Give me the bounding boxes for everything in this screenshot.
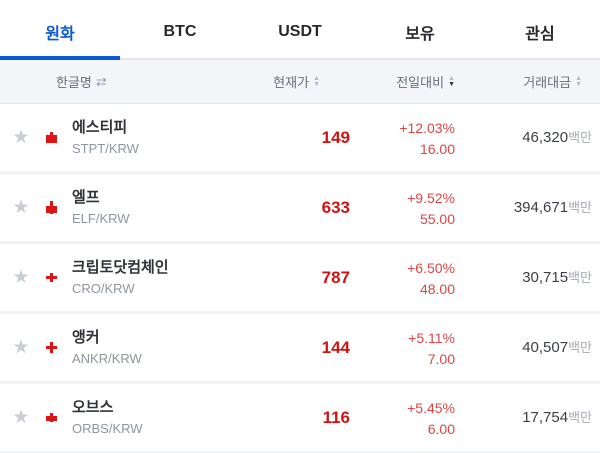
- change-amount: 7.00: [427, 350, 455, 367]
- current-price: 149: [321, 127, 350, 147]
- candle-icon: [44, 132, 58, 143]
- sort-swap-icon: ⇄: [95, 74, 107, 89]
- trade-volume-unit: 백만: [568, 269, 592, 285]
- change-percent: +9.52%: [407, 189, 455, 206]
- change-amount: 16.00: [419, 140, 455, 157]
- coin-list: ★ 에스티피 STPT/KRW 149 +12.03% 16.00: [0, 104, 600, 453]
- coin-pair-code: CRO/KRW: [72, 280, 135, 296]
- trade-volume-value: 17,754: [522, 408, 569, 426]
- market-tabbar: 원화 BTC USDT 보유 관심: [0, 0, 600, 60]
- coin-row[interactable]: ★ 에스티피 STPT/KRW 149 +12.03% 16.00: [0, 104, 600, 174]
- change-percent: +12.03%: [399, 119, 455, 136]
- trade-volume-unit: 백만: [568, 409, 592, 425]
- change-amount: 55.00: [419, 210, 455, 227]
- trade-volume-value: 394,671: [513, 198, 569, 216]
- trade-volume-value: 30,715: [522, 268, 569, 286]
- column-header-daily-change[interactable]: 전일대비 ▲ ▼: [350, 72, 455, 91]
- favorite-star-icon[interactable]: ★: [12, 267, 30, 288]
- coin-row[interactable]: ★ 앵커 ANKR/KRW 144 +5.11% 7.00: [0, 314, 600, 384]
- change-percent: +5.45%: [407, 399, 455, 416]
- table-header-row: 한글명 ⇄ 현재가 ▲ ▼ 전일대비 ▲ ▼ 거래대금 ▲ ▼: [0, 60, 600, 104]
- trade-volume-unit: 백만: [568, 339, 592, 355]
- current-price-header-label: 현재가: [273, 75, 310, 90]
- favorite-star-icon[interactable]: ★: [12, 337, 30, 358]
- trade-volume-unit: 백만: [568, 129, 592, 145]
- sort-arrows-desc-active-icon: ▲ ▼: [448, 74, 455, 88]
- tab-watchlist[interactable]: 관심: [525, 26, 555, 43]
- trade-volume-value: 40,507: [522, 338, 569, 356]
- column-header-trade-volume[interactable]: 거래대금 ▲ ▼: [455, 72, 592, 91]
- current-price: 633: [321, 197, 350, 217]
- coin-row[interactable]: ★ 오브스 ORBS/KRW 116 +5.45% 6.00: [0, 384, 600, 453]
- trade-volume-value: 46,320: [522, 128, 569, 146]
- coin-pair-code: ELF/KRW: [72, 210, 130, 226]
- candle-icon: [44, 413, 58, 422]
- candle-icon: [44, 342, 58, 353]
- column-header-current-price[interactable]: 현재가 ▲ ▼: [262, 72, 350, 91]
- tab-holdings[interactable]: 보유: [405, 26, 435, 43]
- column-header-korean-name[interactable]: 한글명 ⇄: [0, 72, 262, 91]
- sort-arrows-icon: ▲ ▼: [575, 74, 582, 88]
- coin-pair-code: ORBS/KRW: [72, 420, 143, 436]
- active-tab-underline: [0, 56, 120, 60]
- current-price: 144: [321, 337, 350, 357]
- favorite-star-icon[interactable]: ★: [12, 197, 30, 218]
- tab-btc[interactable]: BTC: [163, 23, 197, 40]
- coin-pair-code: STPT/KRW: [72, 140, 139, 156]
- change-amount: 6.00: [427, 420, 455, 437]
- coin-pair-code: ANKR/KRW: [72, 350, 142, 366]
- coin-korean-name: 엘프: [72, 188, 100, 206]
- korean-name-header-label: 한글명: [56, 75, 92, 90]
- candle-icon: [44, 273, 58, 282]
- current-price: 787: [321, 267, 350, 287]
- trade-volume-header-label: 거래대금: [523, 75, 572, 90]
- candle-icon: [44, 201, 58, 214]
- coin-row[interactable]: ★ 크립토닷컴체인 CRO/KRW 787 +6.50% 48.00: [0, 244, 600, 314]
- current-price: 116: [322, 407, 350, 427]
- change-percent: +5.11%: [408, 329, 455, 346]
- tab-usdt[interactable]: USDT: [278, 23, 322, 40]
- coin-korean-name: 오브스: [72, 398, 114, 416]
- change-amount: 48.00: [419, 280, 455, 297]
- coin-korean-name: 앵커: [72, 328, 100, 346]
- coin-korean-name: 에스티피: [72, 118, 128, 136]
- favorite-star-icon[interactable]: ★: [12, 127, 30, 148]
- daily-change-header-label: 전일대비: [396, 75, 445, 90]
- change-percent: +6.50%: [407, 259, 455, 276]
- favorite-star-icon[interactable]: ★: [12, 407, 30, 428]
- trade-volume-unit: 백만: [568, 199, 592, 215]
- sort-arrows-icon: ▲ ▼: [313, 74, 320, 88]
- tab-krw[interactable]: 원화: [45, 26, 75, 43]
- coin-row[interactable]: ★ 엘프 ELF/KRW 633 +9.52% 55.00: [0, 174, 600, 244]
- coin-korean-name: 크립토닷컴체인: [72, 258, 169, 276]
